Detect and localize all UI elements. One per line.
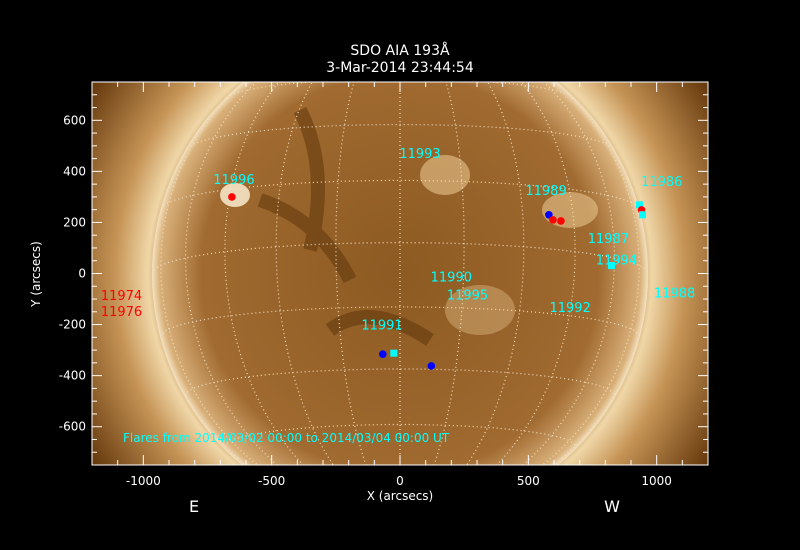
y-tick-label: 600 <box>63 113 86 127</box>
x-tick-label: -500 <box>258 474 285 488</box>
active-region-label: 11990 <box>431 271 472 286</box>
east-label: E <box>189 497 199 516</box>
chart-title: SDO AIA 193Å <box>350 42 450 59</box>
flare-point <box>549 216 557 224</box>
flare-point <box>635 201 643 209</box>
active-region-label: 11991 <box>361 318 402 333</box>
active-region-label: 11986 <box>641 175 682 190</box>
grid-line <box>275 82 335 465</box>
grid-line <box>345 29 456 33</box>
grid-line <box>226 82 574 98</box>
flare-point <box>607 262 615 270</box>
y-tick-label: -200 <box>59 318 86 332</box>
x-tick-label: 0 <box>396 474 404 488</box>
y-tick-label: 400 <box>63 164 86 178</box>
active-region-label: 11988 <box>654 286 695 301</box>
x-tick-label: 1000 <box>641 474 672 488</box>
grid-line <box>160 306 640 337</box>
active-region-label: 11987 <box>588 232 629 247</box>
active-region-label: 11996 <box>213 173 254 188</box>
active-region-label: 11992 <box>549 301 590 316</box>
grid-line <box>465 82 525 465</box>
dark-coronal-region <box>257 106 434 346</box>
west-label: W <box>604 497 620 516</box>
active-region-label: 11989 <box>525 184 566 199</box>
axis-ticks: -1000 -500 0 500 1000 -600 -400 -200 0 200 400 600 <box>59 82 709 488</box>
y-tick-label: -400 <box>59 369 86 383</box>
bright-region <box>420 155 470 195</box>
active-region-label: 11974 <box>101 289 142 304</box>
y-tick-label: 0 <box>78 267 86 281</box>
x-tick-label: 500 <box>517 474 540 488</box>
grid-line <box>151 241 649 274</box>
x-axis-label: X (arcsecs) <box>367 489 434 503</box>
flare-point <box>427 362 436 370</box>
flare-period-annotation: Flares from 2014/03/02 00:00 to 2014/03/… <box>123 431 450 445</box>
flare-point <box>545 210 553 219</box>
bright-region <box>445 285 515 335</box>
flare-point <box>639 211 647 219</box>
flare-point <box>228 193 236 201</box>
active-region-label: 11993 <box>399 147 440 162</box>
y-axis-label: Y (arcsecs) <box>29 241 43 308</box>
y-tick-label: 200 <box>63 215 86 229</box>
heliographic-grid <box>151 29 649 465</box>
flare-point <box>557 217 565 225</box>
y-tick-label: -600 <box>59 420 86 434</box>
flare-point <box>390 349 398 357</box>
active-region-label: 11995 <box>447 288 488 303</box>
chart-subtitle: 3-Mar-2014 23:44:54 <box>326 60 474 76</box>
active-region-label: 11994 <box>596 253 637 268</box>
grid-line <box>184 368 616 396</box>
flare-point <box>379 350 387 358</box>
active-region-label: 11976 <box>101 305 142 320</box>
x-tick-label: -1000 <box>126 474 161 488</box>
grid-line <box>186 123 614 149</box>
